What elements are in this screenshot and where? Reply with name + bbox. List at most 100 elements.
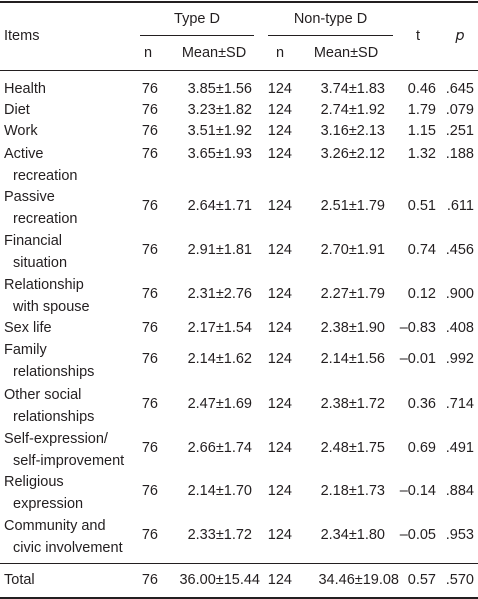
top-rule — [0, 1, 478, 3]
row-item-label: Active — [4, 146, 44, 162]
row-item-label: self-improvement — [13, 453, 125, 469]
row-p: .953 — [445, 527, 474, 543]
row-n-non-type-d: 124 — [267, 146, 292, 162]
row-mean-sd-non-type-d: 2.34±1.80 — [320, 527, 385, 543]
row-p: .408 — [445, 320, 474, 336]
header-mean-sd-type-d: Mean±SD — [181, 45, 247, 61]
row-item-label: Sex life — [4, 320, 52, 336]
row-mean-sd-non-type-d: 3.26±2.12 — [320, 146, 385, 162]
row-item-label: situation — [13, 255, 68, 271]
row-n-type-d: 76 — [141, 320, 158, 336]
row-t: 1.15 — [407, 123, 436, 139]
row-mean-sd-type-d: 2.66±1.74 — [187, 440, 252, 456]
row-mean-sd-non-type-d: 2.18±1.73 — [320, 483, 385, 499]
row-t: 0.36 — [407, 396, 436, 412]
row-n-type-d: 76 — [141, 123, 158, 139]
row-mean-sd-type-d: 2.64±1.71 — [187, 198, 252, 214]
row-n-type-d: 76 — [141, 286, 158, 302]
row-mean-sd-non-type-d: 2.74±1.92 — [320, 102, 385, 118]
row-n-non-type-d: 124 — [267, 320, 292, 336]
row-p: .645 — [445, 81, 474, 97]
row-n-non-type-d: 124 — [267, 440, 292, 456]
row-t: –0.83 — [399, 320, 436, 336]
total-n-non-type-d: 124 — [267, 572, 292, 588]
row-t: –0.05 — [399, 527, 436, 543]
row-n-non-type-d: 124 — [267, 123, 292, 139]
row-p: .714 — [445, 396, 474, 412]
row-p: .900 — [445, 286, 474, 302]
bottom-rule — [0, 597, 478, 599]
row-item-label: Relationship — [4, 277, 84, 293]
row-p: .992 — [445, 351, 474, 367]
row-n-type-d: 76 — [141, 483, 158, 499]
row-item-label: expression — [13, 496, 84, 512]
row-mean-sd-type-d: 2.33±1.72 — [187, 527, 252, 543]
row-t: 1.32 — [407, 146, 436, 162]
row-mean-sd-type-d: 2.14±1.70 — [187, 483, 252, 499]
row-item-label: civic involvement — [13, 540, 123, 556]
row-t: 0.69 — [407, 440, 436, 456]
row-t: –0.14 — [399, 483, 436, 499]
header-items: Items — [4, 28, 40, 44]
row-item-label: Other social — [4, 387, 82, 403]
row-mean-sd-non-type-d: 2.27±1.79 — [320, 286, 385, 302]
row-p: .188 — [445, 146, 474, 162]
row-mean-sd-non-type-d: 2.38±1.90 — [320, 320, 385, 336]
row-item-label: Diet — [4, 102, 30, 118]
row-n-type-d: 76 — [141, 396, 158, 412]
row-item-label: Religious — [4, 474, 64, 490]
row-p: .491 — [445, 440, 474, 456]
row-n-non-type-d: 124 — [267, 286, 292, 302]
row-t: 0.51 — [407, 198, 436, 214]
row-t: 0.12 — [407, 286, 436, 302]
row-n-non-type-d: 124 — [267, 102, 292, 118]
row-n-type-d: 76 — [141, 146, 158, 162]
header-rule — [0, 70, 478, 71]
row-item-label: Health — [4, 81, 46, 97]
row-n-non-type-d: 124 — [267, 198, 292, 214]
row-p: .611 — [446, 198, 474, 214]
row-item-label: relationships — [13, 364, 95, 380]
row-n-type-d: 76 — [141, 102, 158, 118]
header-type-d: Type D — [174, 11, 220, 27]
row-mean-sd-non-type-d: 2.14±1.56 — [320, 351, 385, 367]
row-item-label: with spouse — [13, 299, 90, 315]
header-n-type-d: n — [143, 45, 153, 61]
row-item-label: Work — [4, 123, 38, 139]
row-mean-sd-type-d: 2.31±2.76 — [187, 286, 252, 302]
row-mean-sd-non-type-d: 2.38±1.72 — [320, 396, 385, 412]
row-item-label: recreation — [13, 168, 78, 184]
row-mean-sd-type-d: 3.51±1.92 — [187, 123, 252, 139]
row-n-type-d: 76 — [141, 440, 158, 456]
row-p: .079 — [445, 102, 474, 118]
row-n-non-type-d: 124 — [267, 527, 292, 543]
row-n-non-type-d: 124 — [267, 81, 292, 97]
type-d-rule — [140, 35, 254, 36]
row-p: .251 — [445, 123, 474, 139]
row-item-label: Passive — [4, 189, 55, 205]
row-item-label: Financial — [4, 233, 63, 249]
header-mean-sd-non-type-d: Mean±SD — [313, 45, 379, 61]
row-n-type-d: 76 — [141, 527, 158, 543]
row-mean-sd-type-d: 2.47±1.69 — [187, 396, 252, 412]
row-n-type-d: 76 — [141, 198, 158, 214]
total-mean-sd-type-d: 36.00±15.44 — [179, 572, 260, 588]
row-item-label: relationships — [13, 409, 95, 425]
header-n-non-type-d: n — [275, 45, 285, 61]
total-label: Total — [4, 572, 35, 588]
header-non-type-d: Non-type D — [293, 11, 368, 27]
row-item-label: Self-expression/ — [4, 431, 108, 447]
row-mean-sd-non-type-d: 2.51±1.79 — [320, 198, 385, 214]
row-item-label: Community and — [4, 518, 106, 534]
non-type-d-rule — [268, 35, 393, 36]
row-n-non-type-d: 124 — [267, 483, 292, 499]
row-t: 0.74 — [407, 242, 436, 258]
row-n-type-d: 76 — [141, 81, 158, 97]
header-p: p — [455, 28, 465, 44]
row-item-label: recreation — [13, 211, 78, 227]
row-mean-sd-non-type-d: 3.74±1.83 — [320, 81, 385, 97]
row-n-type-d: 76 — [141, 242, 158, 258]
row-mean-sd-type-d: 2.91±1.81 — [187, 242, 252, 258]
row-p: .456 — [445, 242, 474, 258]
